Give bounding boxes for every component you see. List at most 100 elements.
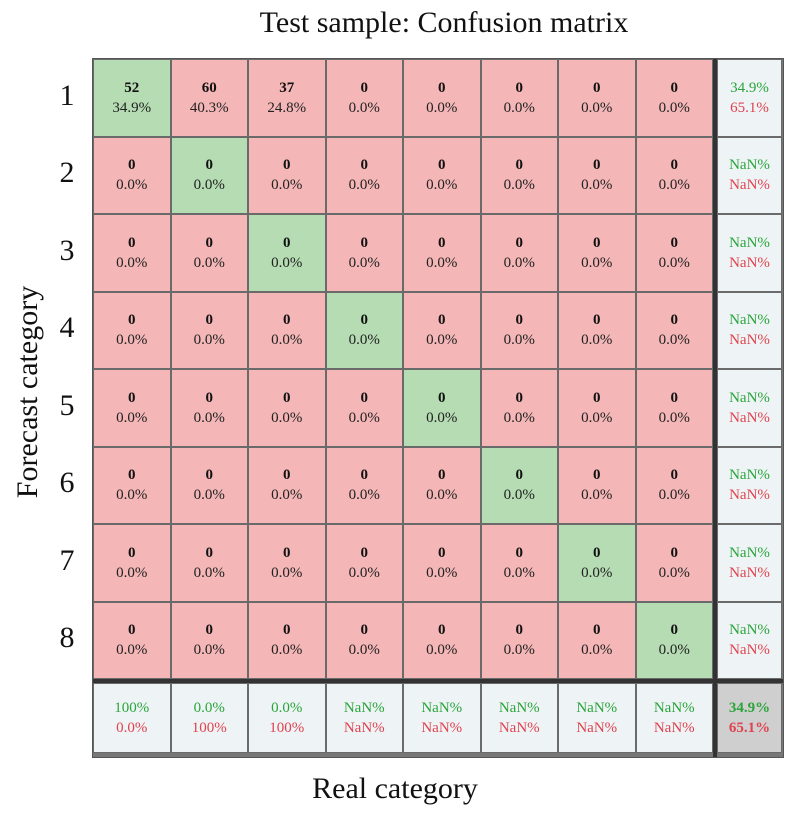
row-summary-correct: NaN%: [729, 157, 770, 174]
cell-percent: 0.0%: [348, 487, 380, 504]
overall-incorrect: 65.1%: [728, 720, 771, 736]
cell-count: 0: [438, 544, 446, 561]
cell-count: 0: [283, 622, 291, 639]
matrix-cell: 0 0.0%: [170, 214, 248, 292]
cell-count: 0: [670, 312, 679, 329]
cell-percent: 0.0%: [348, 99, 380, 116]
cell-percent: 0.0%: [503, 642, 535, 659]
cell-percent: 0.0%: [426, 642, 458, 659]
matrix-cell: 0 0.0%: [93, 601, 171, 679]
cell-count: 60: [201, 79, 217, 96]
matrix-cell: 0 0.0%: [325, 214, 403, 292]
cell-percent: 0.0%: [116, 564, 148, 581]
cell-count: 0: [438, 312, 446, 329]
cell-count: 0: [360, 622, 369, 639]
cell-count: 0: [515, 157, 524, 174]
matrix-cell: 0 0.0%: [325, 446, 403, 524]
matrix-cell: 0 0.0%: [558, 524, 636, 602]
cell-percent: 0.0%: [503, 332, 535, 349]
matrix-cell: 0 0.0%: [325, 524, 403, 602]
cell-count: 0: [593, 544, 601, 561]
cell-percent: 0.0%: [503, 564, 535, 581]
cell-percent: 0.0%: [426, 177, 458, 194]
col-summary-incorrect: 100%: [269, 720, 305, 736]
matrix-cell: 0 0.0%: [558, 59, 636, 137]
cell-count: 0: [670, 389, 679, 406]
cell-count: 0: [360, 79, 369, 96]
row-label: 8: [59, 621, 75, 655]
cell-count: 0: [205, 234, 214, 251]
matrix-cell: 0 0.0%: [635, 446, 713, 524]
cell-percent: 0.0%: [503, 177, 535, 194]
cell-count: 0: [593, 157, 601, 174]
cell-percent: 0.0%: [193, 642, 225, 659]
col-summary-cell: NaN% NaN%: [635, 683, 713, 753]
matrix-cell: 0 0.0%: [403, 59, 481, 137]
cell-count: 0: [128, 467, 136, 484]
confusion-matrix: 52 34.9% 60 40.3% 37 24.8% 0 0.0% 0 0.0% 0 0.0% 0 0.0…: [92, 58, 784, 758]
cell-percent: 0.0%: [271, 487, 303, 504]
y-axis-label: Forecast category: [11, 285, 44, 499]
matrix-cell: 0 0.0%: [558, 369, 636, 447]
summary-divider-vertical: [713, 59, 717, 757]
row-summary-incorrect: NaN%: [729, 487, 770, 504]
cell-percent: 0.0%: [116, 177, 148, 194]
cell-count: 0: [283, 312, 291, 329]
cell-percent: 0.0%: [426, 99, 458, 116]
cell-percent: 0.0%: [348, 177, 380, 194]
matrix-cell: 0 0.0%: [635, 214, 713, 292]
row-summary-cell: NaN% NaN%: [717, 524, 782, 602]
row-summary-incorrect: NaN%: [729, 177, 770, 194]
cell-percent: 0.0%: [116, 332, 148, 349]
x-axis-label: Real category: [312, 772, 478, 805]
cell-count: 0: [283, 389, 291, 406]
cell-count: 0: [205, 622, 214, 639]
cell-count: 0: [593, 389, 601, 406]
cell-percent: 0.0%: [426, 564, 458, 581]
cell-percent: 0.0%: [348, 564, 380, 581]
row-summary-cell: NaN% NaN%: [717, 136, 782, 214]
matrix-cell: 0 0.0%: [93, 136, 171, 214]
cell-percent: 0.0%: [426, 409, 458, 426]
matrix-cell: 0 0.0%: [93, 214, 171, 292]
col-summary-incorrect: NaN%: [653, 720, 695, 736]
cell-count: 0: [360, 467, 369, 484]
cell-count: 0: [593, 234, 601, 251]
matrix-cell: 0 0.0%: [480, 369, 558, 447]
row-label: 5: [59, 388, 75, 422]
row-summary-incorrect: NaN%: [729, 642, 770, 659]
cell-count: 0: [670, 622, 679, 639]
row-summary-correct: NaN%: [729, 389, 770, 406]
cell-percent: 0.0%: [581, 254, 613, 271]
cell-percent: 0.0%: [503, 409, 535, 426]
row-summary-cell: NaN% NaN%: [717, 369, 782, 447]
cell-count: 0: [205, 389, 214, 406]
matrix-cell: 0 0.0%: [93, 446, 171, 524]
matrix-cell: 0 0.0%: [403, 136, 481, 214]
cell-count: 0: [670, 79, 679, 96]
cell-percent: 0.0%: [581, 99, 613, 116]
row-label: 7: [59, 543, 75, 577]
row-summary-cell: NaN% NaN%: [717, 446, 782, 524]
cell-count: 0: [515, 312, 524, 329]
cell-count: 0: [670, 544, 679, 561]
cell-count: 0: [128, 544, 136, 561]
cell-percent: 24.8%: [267, 99, 307, 116]
row-summary-incorrect: 65.1%: [730, 99, 769, 116]
cell-percent: 0.0%: [193, 254, 225, 271]
matrix-cell: 0 0.0%: [248, 136, 326, 214]
col-summary-correct: 0.0%: [271, 700, 303, 716]
cell-count: 0: [515, 544, 524, 561]
overall-correct: 34.9%: [728, 700, 771, 716]
matrix-cell: 0 0.0%: [480, 136, 558, 214]
cell-percent: 0.0%: [426, 254, 458, 271]
matrix-cell: 0 0.0%: [558, 601, 636, 679]
col-summary-incorrect: NaN%: [421, 720, 463, 736]
row-label: 3: [59, 233, 75, 267]
cell-percent: 0.0%: [503, 487, 535, 504]
row-summary-incorrect: NaN%: [729, 409, 770, 426]
col-summary-cell: 100% 0.0%: [93, 683, 171, 753]
cell-count: 0: [515, 622, 524, 639]
cell-count: 0: [128, 389, 136, 406]
cell-percent: 0.0%: [581, 177, 613, 194]
